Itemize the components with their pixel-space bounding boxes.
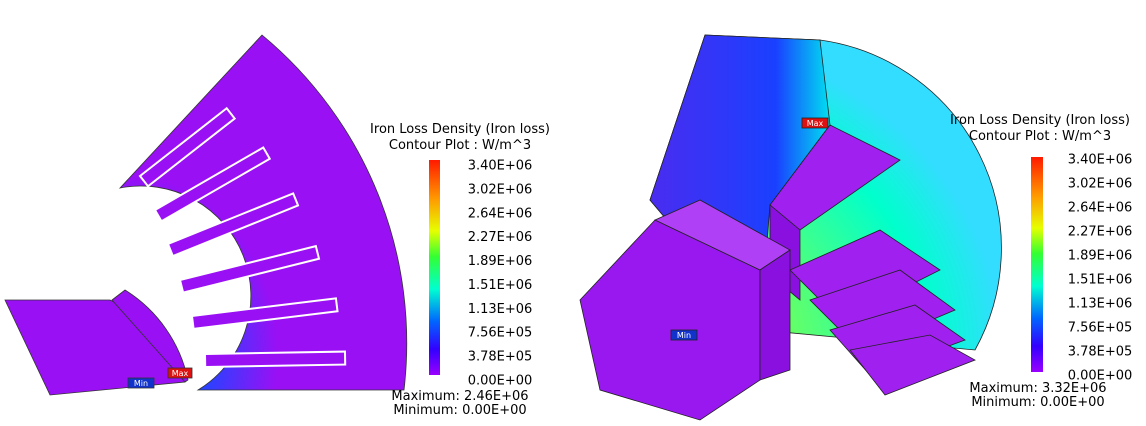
- maximum-label: Maximum: 2.46E+06: [391, 389, 528, 404]
- colorbar: [1031, 157, 1043, 372]
- legend-title: Iron Loss Density (Iron loss): [950, 113, 1130, 128]
- maximum-label: Maximum: 3.32E+06: [969, 381, 1106, 396]
- legend-title: Iron Loss Density (Iron loss): [370, 122, 550, 137]
- colorbar-tick-label: 7.56E+05: [1068, 321, 1133, 336]
- colorbar-tick-label: 1.51E+06: [1068, 273, 1133, 288]
- colorbar-tick-label: 3.02E+06: [468, 182, 533, 197]
- min-marker: Min: [677, 331, 691, 340]
- colorbar-tick-label: 2.27E+06: [1068, 225, 1133, 240]
- colorbar-tick-label: 1.89E+06: [468, 254, 533, 269]
- min-marker: Min: [134, 379, 148, 388]
- colorbar-tick-label: 3.78E+05: [1068, 345, 1133, 360]
- colorbar-tick-label: 1.13E+06: [468, 302, 533, 317]
- colorbar-tick-label: 2.27E+06: [468, 230, 533, 245]
- colorbar-tick-label: 0.00E+00: [468, 374, 533, 389]
- minimum-label: Minimum: 0.00E+00: [971, 395, 1104, 410]
- colorbar-tick-label: 3.78E+05: [468, 350, 533, 365]
- max-marker: Max: [172, 369, 189, 378]
- colorbar-tick-label: 1.89E+06: [1068, 249, 1133, 264]
- colorbar-tick-label: 2.64E+06: [1068, 201, 1133, 216]
- colorbar-tick-label: 3.40E+06: [468, 159, 533, 174]
- colorbar: [429, 160, 440, 375]
- colorbar-tick-label: 1.13E+06: [1068, 297, 1133, 312]
- colorbar-tick-label: 1.51E+06: [468, 278, 533, 293]
- colorbar-tick-label: 3.02E+06: [1068, 177, 1133, 192]
- colorbar-tick-label: 7.56E+05: [468, 326, 533, 341]
- colorbar-tick-label: 0.00E+00: [1068, 369, 1133, 384]
- minimum-label: Minimum: 0.00E+00: [393, 403, 526, 418]
- colorbar-tick-label: 2.64E+06: [468, 206, 533, 221]
- motor-3d-model: [579, 34, 1002, 421]
- legend-title: Contour Plot : W/m^3: [389, 138, 531, 153]
- stator-model: [4, 34, 408, 396]
- colorbar-tick-label: 3.40E+06: [1068, 153, 1133, 168]
- max-marker: Max: [807, 119, 824, 128]
- legend-title: Contour Plot : W/m^3: [969, 129, 1111, 144]
